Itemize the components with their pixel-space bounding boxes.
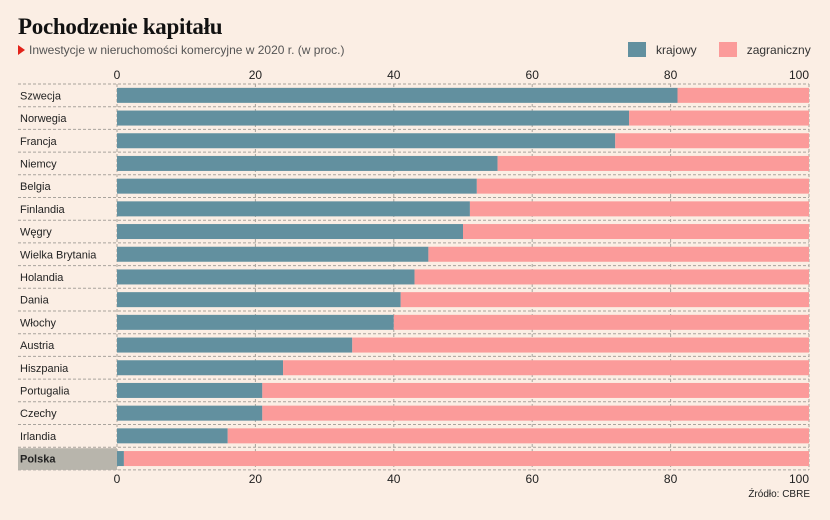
- red-triangle-icon: [18, 45, 25, 55]
- bar-domestic: [117, 405, 263, 421]
- bar-domestic: [117, 269, 415, 285]
- chart-title: Pochodzenie kapitału: [18, 14, 223, 39]
- bar-foreign: [400, 292, 809, 308]
- x-tick-label-top: 80: [664, 68, 678, 82]
- bar-foreign: [227, 428, 810, 444]
- chart-subtitle: Inwestycje w nieruchomości komercyjne w …: [29, 43, 345, 57]
- bar-foreign: [497, 155, 809, 171]
- legend: krajowy zagraniczny: [628, 42, 811, 57]
- category-label: Szwecja: [20, 90, 62, 102]
- category-label: Włochy: [20, 317, 57, 329]
- category-label: Dania: [20, 295, 50, 307]
- bar-foreign: [463, 224, 809, 240]
- x-tick-label-bottom: 20: [249, 472, 263, 486]
- category-label: Wielka Brytania: [20, 249, 97, 261]
- x-tick-label-top: 60: [526, 68, 540, 82]
- bar-foreign: [262, 405, 809, 421]
- category-label: Norwegia: [20, 113, 67, 125]
- bar-foreign: [629, 110, 809, 126]
- legend-item-domestic: krajowy: [628, 42, 697, 57]
- bar-domestic: [117, 224, 463, 240]
- x-tick-label-top: 100: [789, 68, 809, 82]
- legend-swatch-foreign: [718, 42, 737, 57]
- category-label: Holandia: [20, 272, 64, 284]
- source-note: Źródło: CBRE: [748, 489, 810, 500]
- x-tick-label-bottom: 0: [114, 472, 121, 486]
- legend-item-foreign: zagraniczny: [718, 42, 811, 57]
- category-label: Austria: [20, 340, 55, 352]
- bar-domestic: [117, 314, 394, 330]
- category-label: Irlandia: [20, 431, 57, 443]
- category-label: Belgia: [20, 181, 51, 193]
- legend-swatch-domestic: [628, 42, 646, 57]
- bar-domestic: [117, 155, 498, 171]
- bar-foreign: [393, 314, 809, 330]
- bar-domestic: [117, 337, 353, 353]
- bar-foreign: [262, 382, 809, 398]
- legend-label-domestic: krajowy: [656, 42, 697, 57]
- bar-domestic: [117, 292, 401, 308]
- category-label: Francja: [20, 136, 58, 148]
- x-tick-label-top: 40: [387, 68, 401, 82]
- bar-foreign: [283, 360, 810, 376]
- category-label: Portugalia: [20, 385, 70, 397]
- bar-domestic: [117, 87, 678, 103]
- legend-label-foreign: zagraniczny: [746, 42, 811, 57]
- bar-domestic: [117, 382, 263, 398]
- bar-foreign: [677, 87, 809, 103]
- bar-foreign: [414, 269, 809, 285]
- x-tick-label-bottom: 60: [526, 472, 540, 486]
- bar-domestic: [117, 451, 124, 467]
- bar-domestic: [117, 428, 228, 444]
- bar-domestic: [117, 178, 477, 194]
- category-label: Węgry: [20, 227, 52, 239]
- bar-foreign: [476, 178, 809, 194]
- bar-domestic: [117, 360, 284, 376]
- bar-domestic: [117, 133, 616, 149]
- x-tick-label-top: 20: [249, 68, 263, 82]
- bar-domestic: [117, 110, 630, 126]
- category-label: Czechy: [20, 408, 57, 420]
- category-label: Finlandia: [20, 204, 66, 216]
- x-tick-label-bottom: 100: [789, 472, 809, 486]
- bar-foreign: [615, 133, 809, 149]
- bar-foreign: [352, 337, 809, 353]
- x-tick-label-bottom: 80: [664, 472, 678, 486]
- x-tick-label-bottom: 40: [387, 472, 401, 486]
- highlight-label-bg: [18, 448, 117, 470]
- category-label: Polska: [20, 454, 56, 466]
- category-label: Hiszpania: [20, 363, 69, 375]
- x-tick-label-top: 0: [114, 68, 121, 82]
- bar-domestic: [117, 201, 470, 217]
- bar-foreign: [469, 201, 809, 217]
- bar-foreign: [123, 451, 810, 467]
- subtitle-row: Inwestycje w nieruchomości komercyjne w …: [18, 43, 344, 57]
- bar-domestic: [117, 246, 429, 262]
- category-label: Niemcy: [20, 158, 57, 170]
- bar-foreign: [428, 246, 809, 262]
